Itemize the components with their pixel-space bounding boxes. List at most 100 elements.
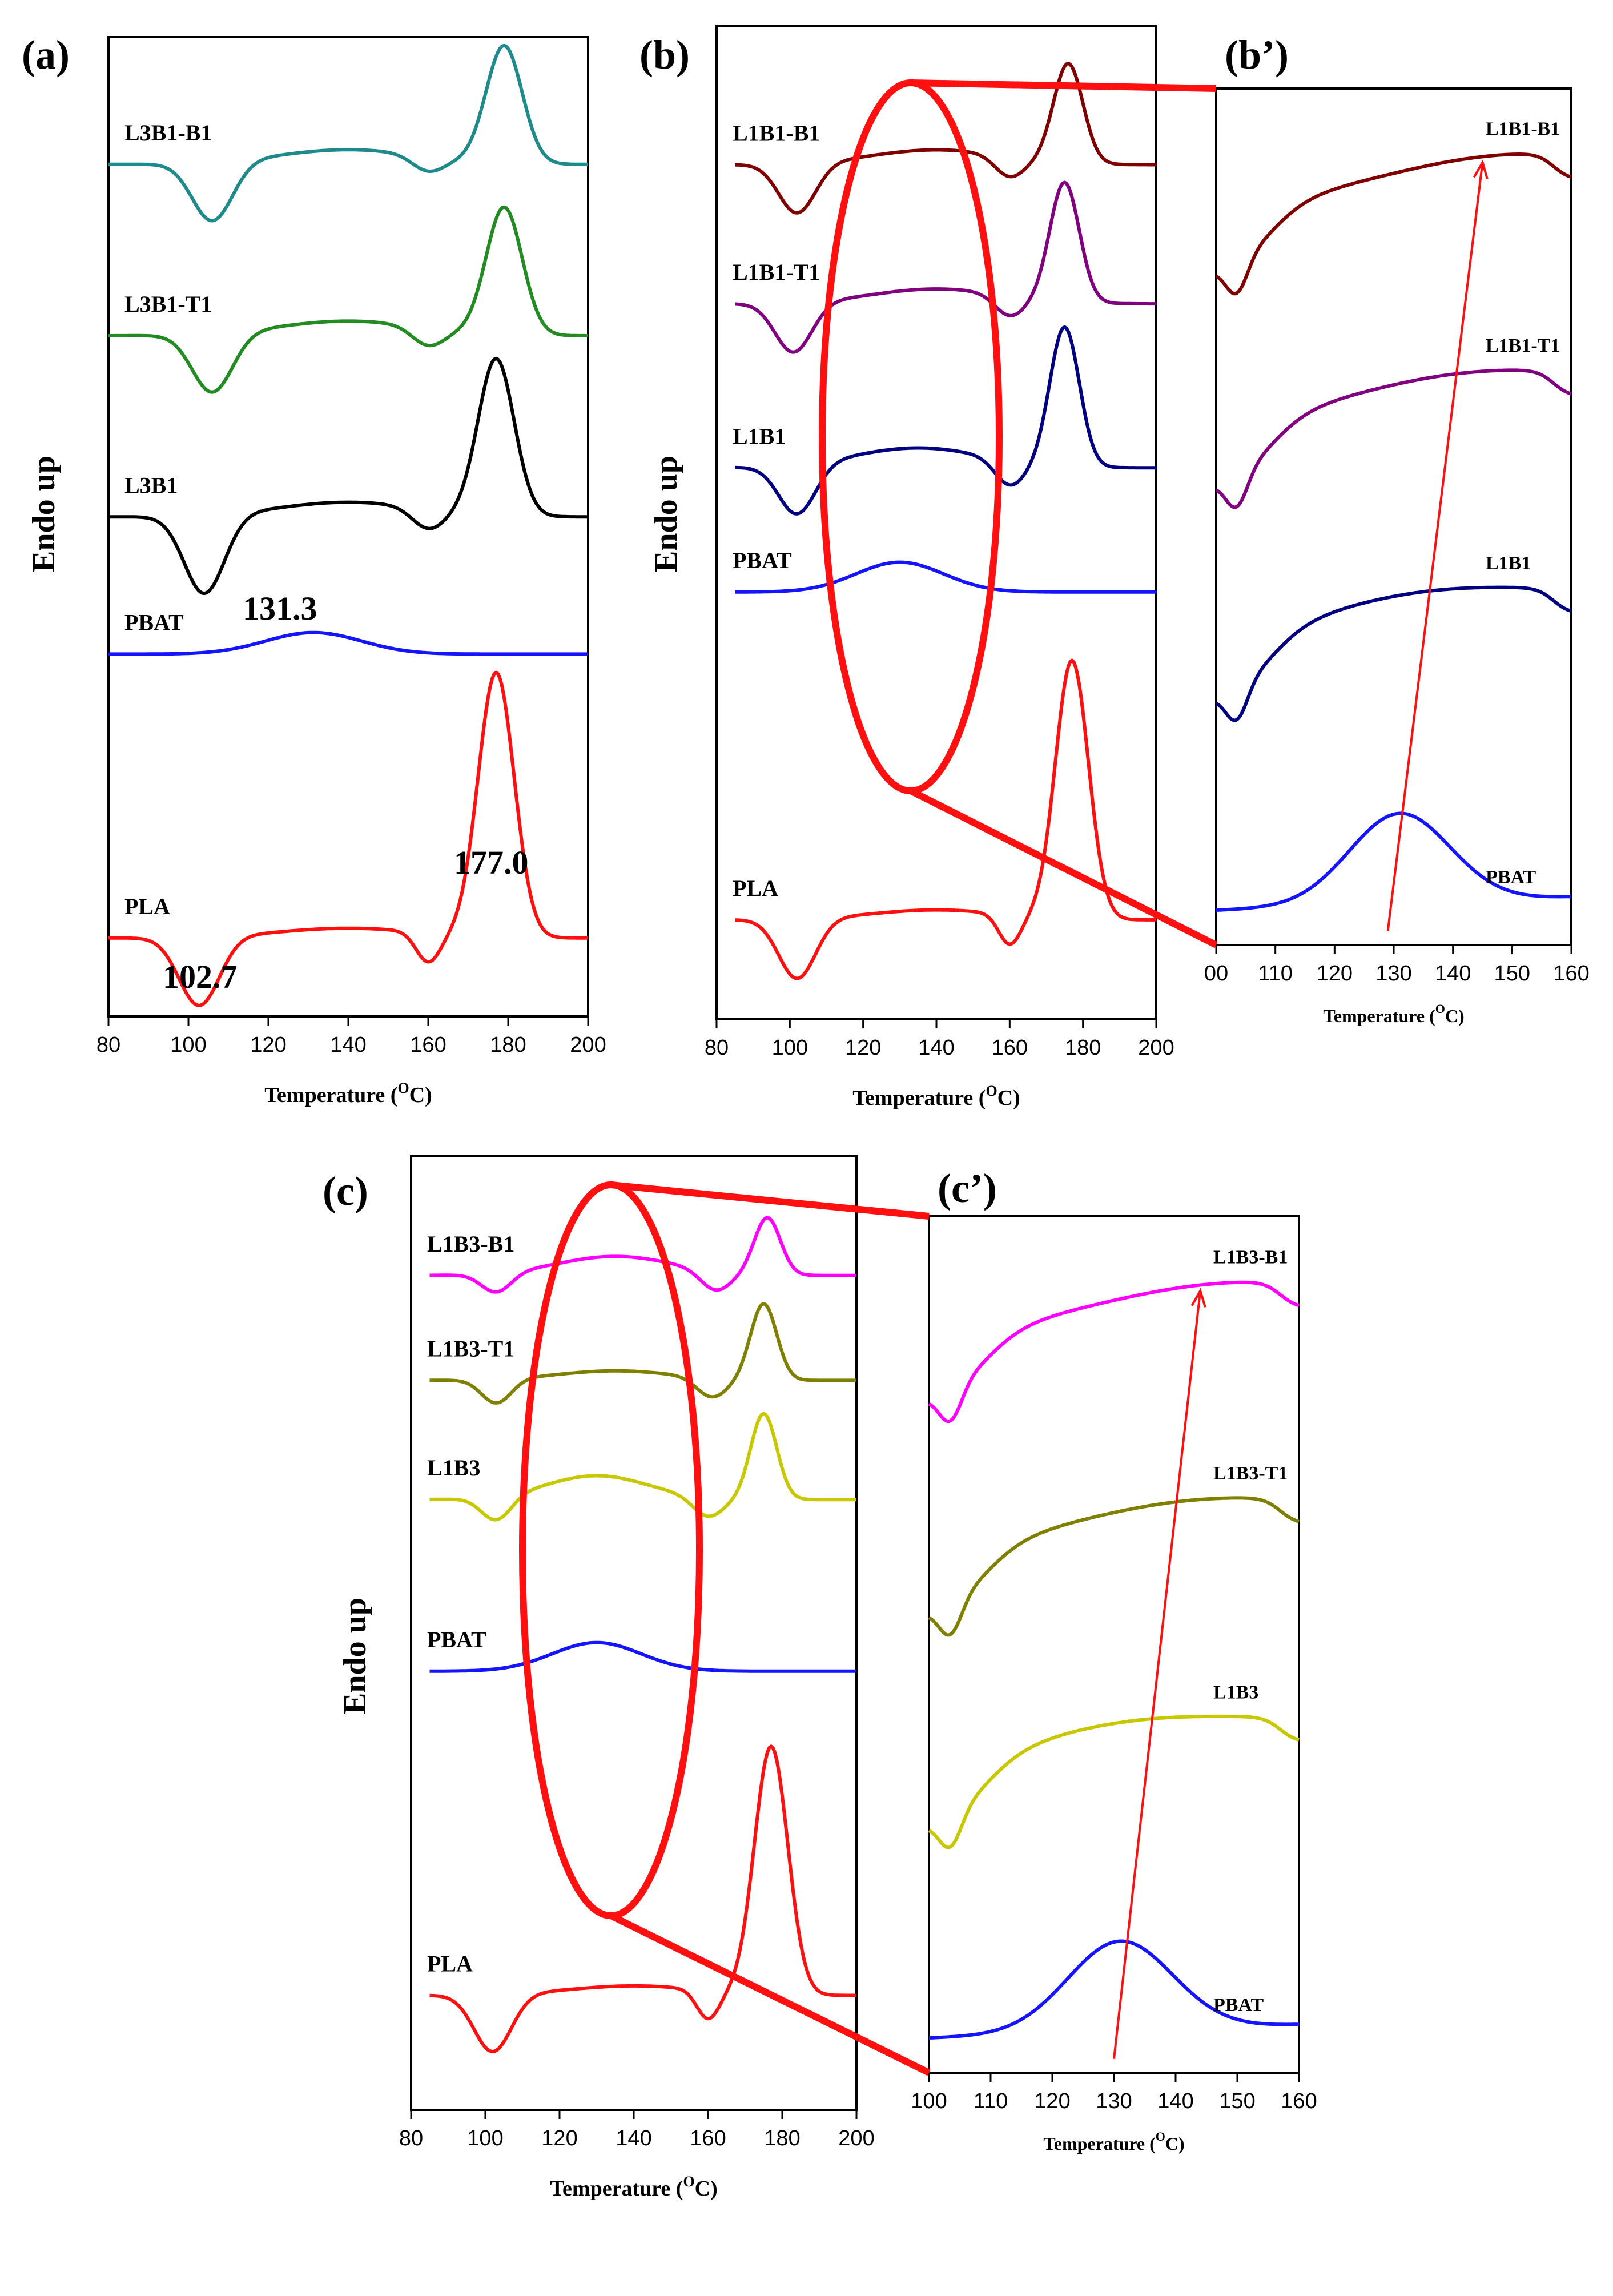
panel-c-yaxis-label: Endo up [337,1598,373,1714]
panel-a-series-pbat [108,630,588,656]
panel-c-prime-legend-l1b3-t1: L1B3-T1 [1213,1463,1288,1484]
panel-a-label: (a) [22,32,70,78]
panel-b-series-pla [735,658,1156,980]
panel-b-prime-legend-l1b1-t1: L1B1-T1 [1486,335,1560,356]
panel-a-xtick-label: 200 [570,1033,606,1057]
panel-b-zoom-connector-top [910,79,1217,92]
panel-b-plot-frame [715,25,1157,1020]
panel-b-legend-pbat: PBAT [733,548,792,573]
panel-b-xaxis-title-close: ) [1013,1086,1020,1110]
panel-c-prime-trend-arrow [1113,1290,1202,2060]
panel-c-prime-series-l1b3 [928,1714,1300,1849]
panel-c-prime-xtick-label: 140 [1157,2089,1193,2113]
panel-b-prime-xaxis-title-close: ) [1458,1006,1465,1026]
panel-c-prime-xtick-label: 120 [1034,2089,1070,2113]
panel-a-xaxis-title-sup: O [397,1080,409,1096]
panel-b-prime-xaxis-title-sup: O [1435,1002,1445,1016]
panel-c-prime-series-l1b3-b1 [928,1280,1300,1424]
panel-c-legend-l1b3: L1B3 [427,1455,480,1481]
panel-b-prime-legend-pbat: PBAT [1486,867,1536,888]
panel-c-prime-legend-l1b3: L1B3 [1213,1682,1258,1703]
panel-a-series-pla [108,670,588,1007]
panel-a-xaxis-title: Temperature (OC) [264,1080,432,1107]
panel-b-prime-xtick-label: 150 [1494,962,1530,986]
panel-a-xtick-label: 80 [96,1033,120,1057]
panel-b-prime-trend-arrow [1386,162,1484,932]
panel-b-prime-label: (b’) [1225,32,1289,78]
panel-a-xaxis-title-close: ) [425,1083,432,1107]
panel-a-legend-l3b1-t1: L3B1-T1 [124,291,212,317]
panel-b-prime-xtick-label: 140 [1435,962,1471,986]
panel-b-xaxis-title-paren: ( [973,1086,986,1110]
panel-b-xtick-label: 120 [845,1036,881,1060]
panel-a-legend-pbat: PBAT [124,609,184,635]
panel-c-prime-series-l1b3-t1 [928,1496,1300,1637]
panel-c-prime-xtick-label: 130 [1096,2089,1132,2113]
panel-c-label: (c) [323,1168,368,1214]
panel-c-prime-legend-l1b3-b1: L1B3-B1 [1213,1247,1288,1268]
zoom-highlight-layer [519,79,1489,2076]
panel-b-xtick-label: 80 [705,1036,729,1060]
panel-c-prime-plot-frame [928,1215,1300,2074]
panel-b-zoom-ellipse [819,79,1003,794]
panel-b-prime-xtick-label: 00 [1204,962,1228,986]
panel-c-prime-xaxis-title: Temperature (OC) [1043,2129,1184,2154]
panel-a-xtick-label: 160 [410,1033,446,1057]
panel-b-xaxis-title-unit: C [997,1086,1013,1110]
panel-c-prime-trend-arrow-head [1190,1288,1206,1308]
panel-b-prime-trend-arrow-head [1473,159,1489,179]
panel-c-prime-xaxis-title-paren: ( [1145,2133,1156,2154]
panel-b-prime-xtick-label: 160 [1553,962,1589,986]
panel-a-series-l3b1-b1 [108,43,588,223]
panel-c-xtick-label: 160 [690,2126,726,2150]
panel-c-xaxis-title-paren: ( [670,2177,683,2201]
panel-c-series-pla [429,1744,856,2053]
panel-c-prime-legend-pbat: PBAT [1213,1995,1264,2016]
panel-c-xtick-label: 200 [838,2126,874,2150]
panel-b-prime-xaxis-title-unit: C [1445,1006,1458,1026]
panel-c-prime-xtick-label: 150 [1219,2089,1255,2113]
panel-b-prime-series-l1b1-t1 [1215,368,1572,509]
panel-b-yaxis-label: Endo up [649,456,684,572]
panel-b-legend-pla: PLA [733,875,778,901]
panel-c-legend-l1b3-b1: L1B3-B1 [427,1231,514,1257]
panel-c-prime-label: (c’) [938,1165,997,1211]
panel-b-legend-l1b1-t1: L1B1-T1 [733,259,820,285]
panel-b-zoom-connector-bottom [909,787,1218,948]
panel-b-series-pbat [735,560,1156,594]
panel-c-xaxis-title: Temperature (OC) [550,2173,718,2201]
panel-b-prime-xaxis-title-text: Temperature [1323,1006,1425,1026]
panel-b-prime-xaxis-title-paren: ( [1425,1006,1435,1026]
panel-c-prime-xaxis-title-close: ) [1178,2133,1185,2154]
panel-b-xtick-label: 140 [918,1036,954,1060]
panel-b-series-l1b1-t1 [735,180,1156,354]
panel-c-zoom-ellipse [519,1181,703,1919]
panel-b-prime-legend-l1b1-b1: L1B1-B1 [1486,118,1560,139]
panel-c-prime-xtick-label: 160 [1281,2089,1317,2113]
panel-a-xaxis-title-unit: C [409,1083,425,1107]
panel-a-annotation-102-7: 102.7 [163,958,238,995]
panel-c-xtick-label: 80 [399,2126,423,2150]
panel-c-zoom-connector-bottom [609,1912,931,2076]
panel-c-legend-l1b3-t1: L1B3-T1 [427,1336,514,1361]
panel-c-xaxis-title-close: ) [710,2177,718,2201]
panel-b-xtick-label: 200 [1138,1036,1174,1060]
panel-b-label: (b) [639,32,690,78]
panel-b-prime-plot-frame [1215,87,1572,946]
panel-c-xaxis-title-text: Temperature [550,2177,670,2201]
panel-b-prime-xtick-label: 130 [1375,962,1411,986]
panel-c-prime-xtick-label: 110 [974,2089,1008,2113]
panel-b-prime-xtick-label: 120 [1317,962,1353,986]
panel-c-xtick-label: 140 [616,2126,651,2150]
panel-a-xaxis-title-text: Temperature [264,1083,385,1107]
panel-b-xtick-label: 100 [772,1036,808,1060]
panel-c-prime-xaxis-title-text: Temperature [1043,2133,1145,2154]
panel-c-series-l1b3 [429,1412,856,1522]
panel-c-xaxis-title-sup: O [683,2173,694,2190]
panel-b-prime-series-pbat [1216,811,1572,912]
panel-b-series-l1b1 [735,325,1156,516]
panel-c-legend-pbat: PBAT [427,1627,486,1652]
panel-c-series-l1b3-b1 [429,1216,856,1294]
